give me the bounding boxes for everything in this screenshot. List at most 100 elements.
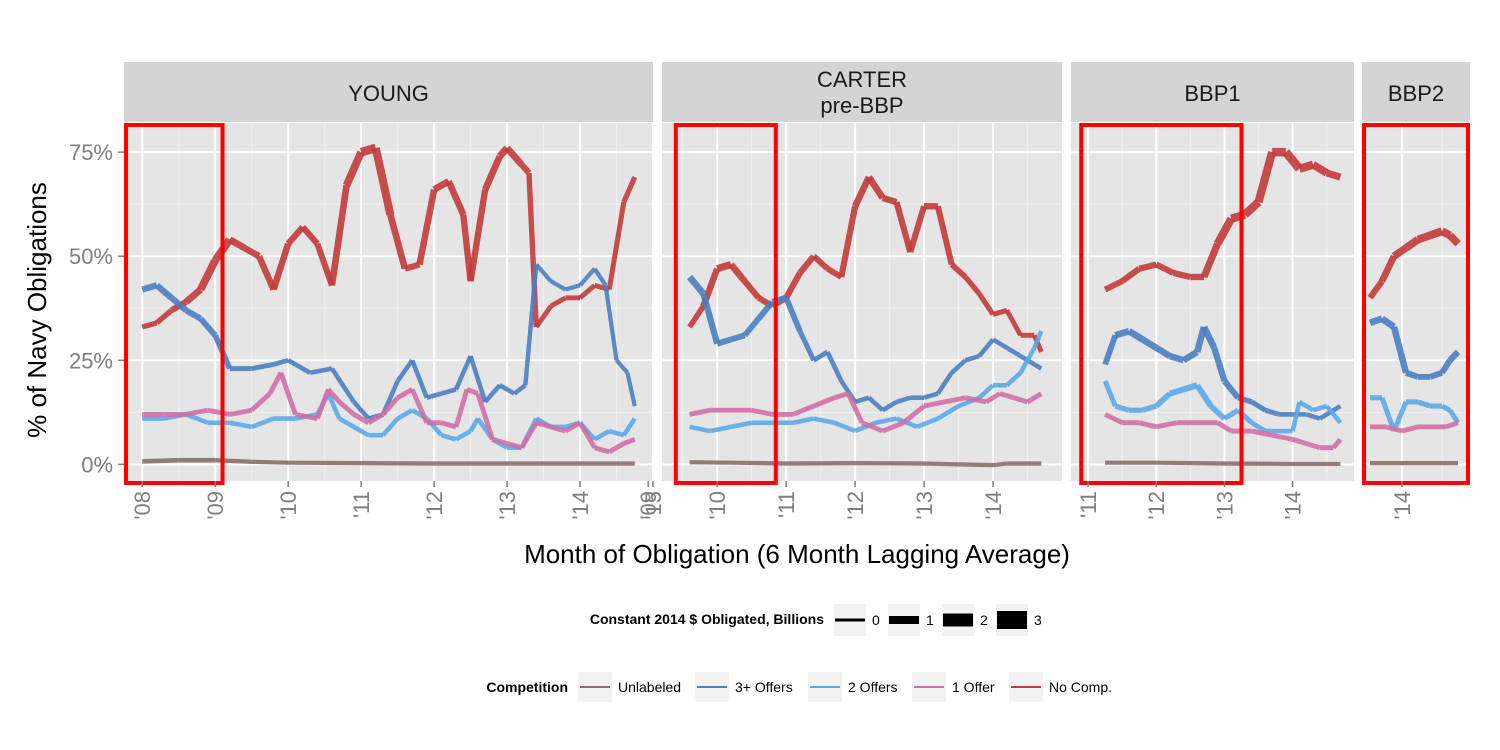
series-segment-3-offers: [895, 395, 911, 405]
series-segment-no-comp: [1120, 266, 1142, 284]
series-segment-1-offer: [944, 395, 966, 405]
series-segment-1-offer: [999, 391, 1015, 401]
series-segment-2-offers: [854, 420, 877, 434]
series-segment-no-comp: [416, 188, 438, 266]
series-segment-2-offers: [1312, 403, 1328, 413]
series-segment-3-offers: [1114, 327, 1130, 339]
series-segment-3-offers: [825, 350, 844, 383]
series-segment-3-offers: [614, 358, 630, 375]
x-tick-label: '09: [636, 491, 661, 520]
series-segment-3-offers: [1368, 315, 1384, 326]
series-segment-1-offer: [833, 391, 849, 401]
series-segment-3-offers: [440, 387, 457, 396]
series-segment-no-comp: [1391, 244, 1409, 260]
series-segment-no-comp: [716, 261, 732, 273]
y-tick-label: 75%: [69, 140, 113, 165]
series-segment-unlabeled: [251, 459, 289, 465]
series-segment-2-offers: [1194, 383, 1214, 408]
series-segment-3-offers: [512, 383, 527, 396]
series-segment-3-offers: [812, 349, 829, 363]
series-segment-1-offer: [409, 388, 430, 424]
panel-background: [1362, 123, 1470, 481]
x-tick-label: '11: [1076, 491, 1101, 518]
series-segment-3-offers: [426, 391, 443, 400]
color-legend-label: Unlabeled: [618, 679, 681, 695]
series-segment-2-offers: [352, 424, 370, 438]
series-segment-3-offers: [742, 316, 761, 338]
series-segment-2-offers: [621, 417, 637, 437]
series-segment-2-offers: [1250, 420, 1267, 434]
series-segment-2-offers: [792, 416, 815, 425]
series-segment-1-offer: [367, 412, 385, 425]
series-segment-1-offer: [1401, 424, 1419, 434]
series-segment-2-offers: [977, 383, 995, 400]
series-segment-3-offers: [549, 279, 567, 292]
panel-title: BBP2: [1388, 81, 1444, 106]
series-segment-no-comp: [549, 295, 567, 309]
size-legend-swatch: [889, 616, 919, 624]
color-legend: Competition Unlabeled 3+ Offers 2 Offers 1 O…: [486, 672, 1112, 702]
x-axis-title: Month of Obligation (6 Month Lagging Ave…: [524, 539, 1070, 569]
series-segment-2-offers: [1182, 382, 1199, 393]
series-segment-1-offer: [564, 420, 582, 434]
series-segment-3-offers: [950, 358, 967, 375]
series-segment-1-offer: [453, 388, 470, 428]
series-segment-no-comp: [534, 304, 553, 329]
series-segment-1-offer: [315, 388, 331, 420]
series-segment-1-offer: [846, 392, 865, 424]
series-segment-1-offer: [519, 421, 539, 449]
series-3-offers: [687, 274, 1043, 413]
series-segment-3-offers: [272, 358, 289, 367]
series-segment-no-comp: [907, 205, 928, 253]
size-legend-label: 2: [980, 612, 988, 628]
series-segment-3-offers: [625, 372, 637, 407]
y-tick-label: 0%: [81, 452, 113, 477]
series-segment-no-comp: [300, 225, 320, 246]
series-unlabeled: [689, 460, 1042, 468]
series-segment-1-offer: [267, 371, 284, 395]
series-segment-3-offers: [964, 353, 980, 363]
series-segment-2-offers: [608, 428, 625, 438]
series-segment-no-comp: [1403, 236, 1421, 252]
series-segment-3-offers: [1439, 358, 1453, 375]
series-segment-3-offers: [592, 267, 608, 287]
series-segment-2-offers: [1032, 330, 1044, 349]
series-segment-3-offers: [287, 358, 312, 375]
panel-title-line: YOUNG: [348, 81, 429, 106]
series-2-offers: [1102, 380, 1343, 434]
series-segment-3-offers: [1168, 353, 1185, 364]
series-segment-1-offer: [440, 420, 457, 430]
panel-title-line: BBP2: [1388, 81, 1444, 106]
series-segment-3-offers: [1181, 349, 1199, 364]
series-segment-3-offers: [756, 300, 775, 321]
series-segment-3-offers: [1222, 379, 1241, 400]
series-segment-1-offer: [1013, 395, 1029, 405]
series-segment-3-offers: [1250, 399, 1267, 413]
series-segment-3-offers: [198, 316, 218, 338]
series-segment-2-offers: [326, 392, 342, 420]
x-tick-label: '11: [349, 491, 374, 518]
series-segment-1-offer: [1026, 391, 1043, 404]
series-segment-no-comp: [1103, 278, 1124, 293]
series-segment-3-offers: [251, 362, 275, 372]
x-tick-label: '14: [568, 491, 593, 520]
series-segment-no-comp: [852, 175, 872, 208]
series-segment-3-offers: [977, 338, 995, 358]
series-segment-3-offers: [1102, 334, 1119, 366]
panel-1: CARTER pre-BBP '09 '10 '11 '12 '13 '14: [636, 62, 1062, 520]
series-segment-3-offers: [1447, 349, 1461, 363]
series-segment-2-offers: [1290, 401, 1302, 432]
x-tick-label: '14: [981, 491, 1006, 520]
series-segment-2-offers: [1379, 396, 1397, 432]
panel-strip: [662, 62, 1062, 122]
series-segment-no-comp: [1154, 261, 1175, 276]
y-tick-label: 25%: [69, 348, 113, 373]
series-3-offers: [1102, 325, 1342, 421]
series-no-comp: [141, 143, 638, 330]
series-segment-3-offers: [867, 396, 885, 412]
series-segment-no-comp: [1242, 199, 1262, 218]
series-2-offers: [689, 330, 1044, 434]
series-segment-1-offer: [861, 420, 884, 434]
